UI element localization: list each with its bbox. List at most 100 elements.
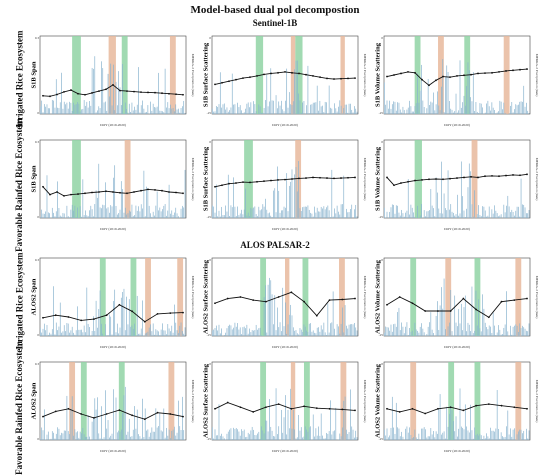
data-point-6 bbox=[249, 76, 251, 78]
y-tick-max: 0 bbox=[209, 362, 211, 366]
data-point-2 bbox=[393, 184, 395, 186]
x-axis-label: DOY (2019-2020) bbox=[100, 227, 127, 231]
right-axis-label: MERRA-2 Precipitation (mm) bbox=[535, 158, 539, 202]
data-point-10 bbox=[501, 301, 503, 303]
data-point-11 bbox=[112, 191, 114, 193]
data-point-12 bbox=[354, 298, 356, 300]
data-point-12 bbox=[119, 90, 121, 92]
data-point-17 bbox=[326, 78, 328, 80]
data-point-13 bbox=[470, 176, 472, 178]
green-band-1 bbox=[72, 36, 81, 114]
data-point-11 bbox=[284, 179, 286, 181]
data-point-11 bbox=[169, 312, 171, 314]
data-point-2 bbox=[399, 411, 401, 413]
data-point-1 bbox=[386, 76, 388, 78]
right-axis-label: MERRA-2 Precipitation (mm) bbox=[535, 54, 539, 98]
data-point-5 bbox=[70, 89, 72, 91]
data-point-4 bbox=[424, 310, 426, 312]
data-point-19 bbox=[340, 177, 342, 179]
data-point-14 bbox=[477, 177, 479, 179]
data-point-6 bbox=[77, 193, 79, 195]
data-point-6 bbox=[106, 413, 108, 415]
data-point-15 bbox=[140, 190, 142, 192]
data-point-4 bbox=[63, 195, 65, 197]
data-point-5 bbox=[437, 408, 439, 410]
data-point-9 bbox=[488, 316, 490, 318]
data-point-6 bbox=[450, 310, 452, 312]
data-point-4 bbox=[407, 71, 409, 73]
data-point-10 bbox=[449, 76, 451, 78]
data-point-5 bbox=[93, 318, 95, 320]
y-axis-label: ALOS2 Surface Scattering bbox=[202, 259, 209, 334]
data-point-1 bbox=[42, 95, 44, 97]
green-band-1 bbox=[100, 258, 106, 336]
x-axis-label: DOY (2019-2020) bbox=[100, 123, 127, 127]
data-point-7 bbox=[428, 178, 430, 180]
data-point-12 bbox=[526, 408, 528, 410]
data-point-16 bbox=[491, 72, 493, 74]
data-point-1 bbox=[214, 83, 216, 85]
y-axis-label: ALOS2 Surface Scattering bbox=[202, 363, 209, 438]
data-point-11 bbox=[169, 413, 171, 415]
data-point-21 bbox=[354, 177, 356, 179]
data-point-8 bbox=[475, 309, 477, 311]
data-point-7 bbox=[84, 94, 86, 96]
data-point-2 bbox=[55, 411, 57, 413]
data-point-15 bbox=[484, 175, 486, 177]
y-axis-label: ALOS2 Span bbox=[30, 278, 37, 315]
data-point-12 bbox=[354, 409, 356, 411]
orange-band-1 bbox=[445, 258, 451, 336]
data-point-20 bbox=[347, 78, 349, 80]
right-axis-label: MERRA-2 Precipitation (mm) bbox=[191, 54, 195, 98]
data-point-9 bbox=[442, 178, 444, 180]
data-point-7 bbox=[118, 304, 120, 306]
data-point-15 bbox=[140, 91, 142, 93]
orange-band-2 bbox=[170, 36, 176, 114]
data-point-11 bbox=[341, 409, 343, 411]
data-point-3 bbox=[228, 80, 230, 82]
x-axis-label: DOY (2019-2020) bbox=[100, 449, 127, 453]
data-point-6 bbox=[450, 406, 452, 408]
y-tick-max: 0 bbox=[209, 36, 211, 40]
y-tick-max: 0 bbox=[209, 140, 211, 144]
data-point-16 bbox=[147, 92, 149, 94]
orange-band-2 bbox=[515, 258, 521, 336]
data-point-10 bbox=[329, 299, 331, 301]
data-point-6 bbox=[278, 296, 280, 298]
x-axis-label: DOY (2019-2020) bbox=[272, 123, 299, 127]
data-point-7 bbox=[462, 409, 464, 411]
data-point-9 bbox=[270, 180, 272, 182]
orange-band-1 bbox=[410, 362, 416, 440]
orange-band-2 bbox=[504, 36, 510, 114]
data-point-15 bbox=[312, 75, 314, 77]
data-point-11 bbox=[513, 299, 515, 301]
data-point-21 bbox=[354, 77, 356, 79]
green-band-1 bbox=[72, 140, 81, 218]
y-tick-max: 0.3 bbox=[35, 362, 39, 366]
data-point-10 bbox=[449, 178, 451, 180]
data-point-1 bbox=[386, 408, 388, 410]
y-tick-min: -25 bbox=[379, 437, 384, 441]
data-point-2 bbox=[221, 82, 223, 84]
data-point-17 bbox=[498, 175, 500, 177]
data-point-8 bbox=[435, 178, 437, 180]
data-point-19 bbox=[168, 191, 170, 193]
x-axis-label: DOY (2019-2020) bbox=[272, 345, 299, 349]
data-point-11 bbox=[456, 75, 458, 77]
data-point-21 bbox=[526, 173, 528, 175]
data-point-14 bbox=[305, 74, 307, 76]
data-point-16 bbox=[319, 177, 321, 179]
data-point-3 bbox=[56, 191, 58, 193]
data-point-9 bbox=[144, 418, 146, 420]
green-band-2 bbox=[131, 258, 137, 336]
right-axis-label: MERRA-2 Precipitation (mm) bbox=[191, 276, 195, 320]
y-tick-max: 0.3 bbox=[35, 36, 39, 40]
data-point-19 bbox=[340, 78, 342, 80]
x-axis-label: DOY (2019-2020) bbox=[272, 449, 299, 453]
data-point-2 bbox=[49, 194, 51, 196]
data-point-2 bbox=[221, 184, 223, 186]
green-band-2 bbox=[475, 258, 481, 336]
data-point-7 bbox=[290, 291, 292, 293]
